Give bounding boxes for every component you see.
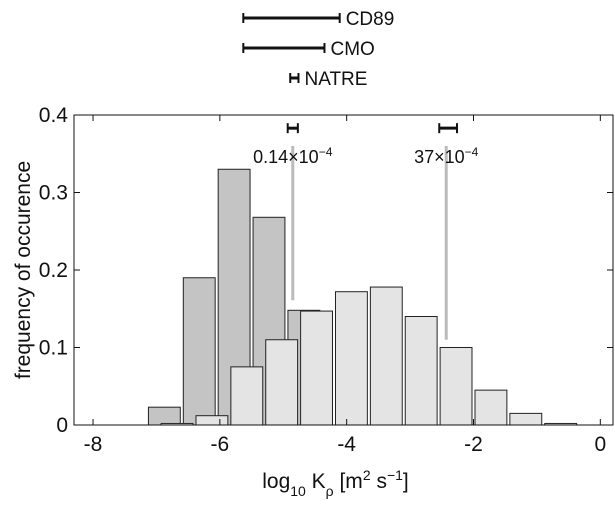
x-axis-label-part: K: [306, 470, 326, 493]
annotation-label: 37×10−4: [414, 145, 479, 167]
histogram-bar: [334, 291, 368, 426]
annotation-label: 0.14×10−4: [253, 145, 333, 167]
histogram-bar: [195, 415, 229, 426]
y-tick-label: 0.1: [39, 337, 68, 360]
x-axis-label-part: [m: [334, 470, 363, 493]
x-tick-label: -8: [84, 433, 103, 456]
histogram-bar: [182, 277, 216, 426]
x-axis-label-part: ]: [403, 470, 409, 493]
y-axis-label: frequency of occurence: [12, 161, 35, 379]
x-tick-label: 0: [594, 433, 606, 456]
x-tick-label: -6: [211, 433, 230, 456]
histogram-bar: [147, 406, 181, 426]
y-tick-label: 0.2: [39, 259, 68, 282]
y-tick-label: 0.4: [39, 104, 69, 127]
x-tick-label: -2: [464, 433, 483, 456]
histogram-bar: [300, 310, 333, 426]
histogram-bar: [230, 366, 264, 426]
histogram-bar: [369, 286, 403, 426]
histogram-bar: [509, 412, 543, 426]
histogram-bar: [404, 316, 438, 426]
annotation-text: 0.14×10: [253, 147, 319, 167]
x-axis-label: log10 Kρ [m2 s−1]: [262, 467, 409, 499]
range-label: NATRE: [304, 69, 367, 90]
x-axis-label-part: ρ: [326, 483, 334, 499]
range-label: CD89: [346, 9, 395, 30]
y-tick-label: 0: [56, 414, 68, 437]
range-label: CMO: [330, 39, 374, 60]
annotation-exponent: −4: [319, 145, 333, 159]
x-axis-label-part: log: [262, 470, 290, 493]
x-axis-label-part: 10: [290, 483, 306, 499]
x-axis-label-part: −1: [387, 467, 403, 483]
histogram-bar: [439, 347, 473, 426]
annotation-text: 37×10: [414, 147, 465, 167]
histogram-bar: [474, 389, 508, 426]
annotation-exponent: −4: [465, 145, 479, 159]
x-tick-label: -4: [337, 433, 356, 456]
x-axis-label-part: s: [371, 470, 387, 493]
x-axis-label-part: 2: [363, 467, 371, 483]
histogram-bar: [265, 339, 299, 426]
y-tick-label: 0.3: [39, 182, 68, 205]
